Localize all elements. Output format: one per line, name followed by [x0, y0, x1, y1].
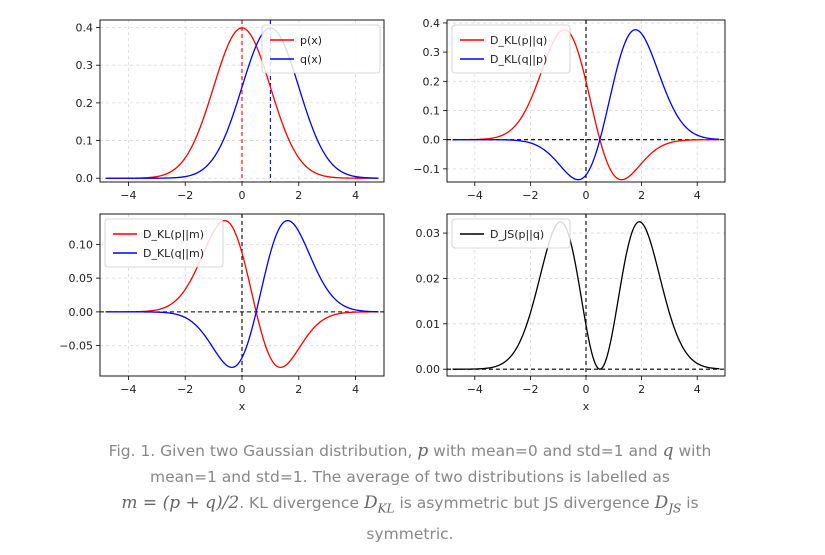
y-tick-label: 0.4 — [76, 22, 94, 35]
legend-label-1: p(x) — [300, 34, 322, 47]
plot-frame — [446, 213, 726, 377]
legend-label-1: D_KL(p||m) — [143, 228, 204, 241]
y-tick-label: 0.4 — [423, 17, 441, 30]
x-tick-label: 2 — [638, 383, 645, 396]
y-tick-label: −0.1 — [413, 163, 440, 176]
x-tick-label: −2 — [522, 189, 538, 202]
caption-p-symbol: p — [417, 441, 429, 461]
legend-label-1: D_JS(p||q) — [490, 228, 544, 241]
plot-frame — [99, 213, 385, 377]
y-tick-label: 0.00 — [416, 363, 441, 376]
chart-panel-2: −4 −2 0 2 4 −0.1 0.0 0.1 0.2 0.3 0.4 D_KL(p||q) D_KL… — [413, 17, 726, 202]
x-axis-label: x — [239, 400, 246, 413]
x-tick-label: −2 — [177, 189, 193, 202]
series-line-2 — [452, 29, 720, 181]
caption-text-3b: is asymmetric but JS divergence — [394, 494, 655, 512]
caption-djs-sub: JS — [668, 501, 682, 516]
y-tick-label: 0.0 — [76, 172, 94, 185]
x-tick-label: 4 — [694, 189, 701, 202]
caption-text-3c: is — [681, 494, 699, 512]
legend-box — [451, 218, 571, 249]
chart-panel-4: −4 −2 0 2 4 0.00 0.01 0.02 0.03 D_JS(p||q)x — [416, 213, 726, 413]
x-tick-label: −4 — [120, 189, 136, 202]
y-tick-label: 0.2 — [423, 75, 441, 88]
y-tick-label: 0.3 — [423, 46, 441, 59]
y-tick-label: 0.2 — [76, 97, 94, 110]
x-tick-label: 4 — [352, 189, 359, 202]
caption-text-1c: with — [673, 442, 712, 460]
x-tick-label: 0 — [239, 189, 246, 202]
plot-frame — [99, 19, 385, 183]
y-tick-label: 0.03 — [416, 227, 441, 240]
y-tick-label: 0.05 — [69, 272, 94, 285]
y-tick-label: 0.00 — [69, 306, 94, 319]
caption-text-1a: Fig. 1. Given two Gaussian distribution, — [108, 442, 418, 460]
legend-label-2: D_KL(q||p) — [490, 53, 547, 66]
caption-djs-symbol: DJS — [654, 493, 682, 516]
chart-panel-1: −4 −2 0 2 4 0.0 0.1 0.2 0.3 0.4 p(x) q(x) — [76, 19, 385, 202]
y-tick-label: 0.3 — [76, 59, 94, 72]
caption-q-symbol: q — [662, 441, 674, 461]
caption-text-4: symmetric. — [366, 525, 454, 544]
x-tick-label: −2 — [177, 383, 193, 396]
series-line-2 — [105, 219, 379, 369]
legend-label-2: D_KL(q||m) — [143, 247, 204, 260]
legend-label-2: q(x) — [300, 53, 322, 66]
x-axis-label: x — [583, 400, 590, 413]
y-tick-label: 0.01 — [416, 318, 441, 331]
y-tick-label: −0.05 — [59, 340, 93, 353]
y-tick-label: 0.0 — [423, 134, 441, 147]
x-tick-label: 2 — [638, 189, 645, 202]
caption-dkl-symbol: DKL — [363, 493, 395, 516]
series-line-1 — [452, 29, 720, 181]
series-line-2 — [105, 27, 379, 179]
caption-m-formula: m = (p + q)/2 — [121, 493, 240, 513]
x-tick-label: −4 — [467, 189, 483, 202]
legend-label-1: D_KL(p||q) — [490, 34, 547, 47]
caption-text-2: mean=1 and std=1. The average of two dis… — [150, 468, 670, 486]
caption-text-3a: . KL divergence — [239, 494, 364, 512]
y-tick-label: 0.10 — [69, 238, 94, 251]
series-line-1 — [105, 27, 379, 179]
x-tick-label: 4 — [694, 383, 701, 396]
series-line-1 — [105, 219, 379, 369]
y-tick-label: 0.02 — [416, 272, 441, 285]
x-tick-label: 0 — [583, 189, 590, 202]
legend-box — [451, 24, 571, 74]
caption-text-1b: with mean=0 and std=1 and — [428, 442, 663, 460]
figure-caption: Fig. 1. Given two Gaussian distribution,… — [60, 438, 760, 547]
x-tick-label: −2 — [522, 383, 538, 396]
x-tick-label: −4 — [467, 383, 483, 396]
x-tick-label: 0 — [239, 383, 246, 396]
chart-panel-3: −4 −2 0 2 4 −0.05 0.00 0.05 0.10 D_KL(p||m) D_KL(q… — [59, 213, 385, 413]
series-line-1 — [452, 221, 720, 370]
caption-dkl-d: D — [363, 493, 378, 513]
legend-box — [104, 218, 224, 268]
figure: −4 −2 0 2 4 0.0 0.1 0.2 0.3 0.4 p(x) q(x) −4 −2 0 2 4 −0.… — [59, 17, 726, 413]
x-tick-label: 0 — [583, 383, 590, 396]
x-tick-label: 2 — [295, 189, 302, 202]
y-tick-label: 0.1 — [76, 135, 94, 148]
x-tick-label: 2 — [295, 383, 302, 396]
x-tick-label: 4 — [352, 383, 359, 396]
y-tick-label: 0.1 — [423, 104, 441, 117]
caption-djs-d: D — [654, 493, 669, 513]
x-tick-label: −4 — [120, 383, 136, 396]
legend-box — [261, 24, 381, 74]
plot-frame — [446, 19, 726, 183]
caption-dkl-sub: KL — [377, 501, 395, 516]
